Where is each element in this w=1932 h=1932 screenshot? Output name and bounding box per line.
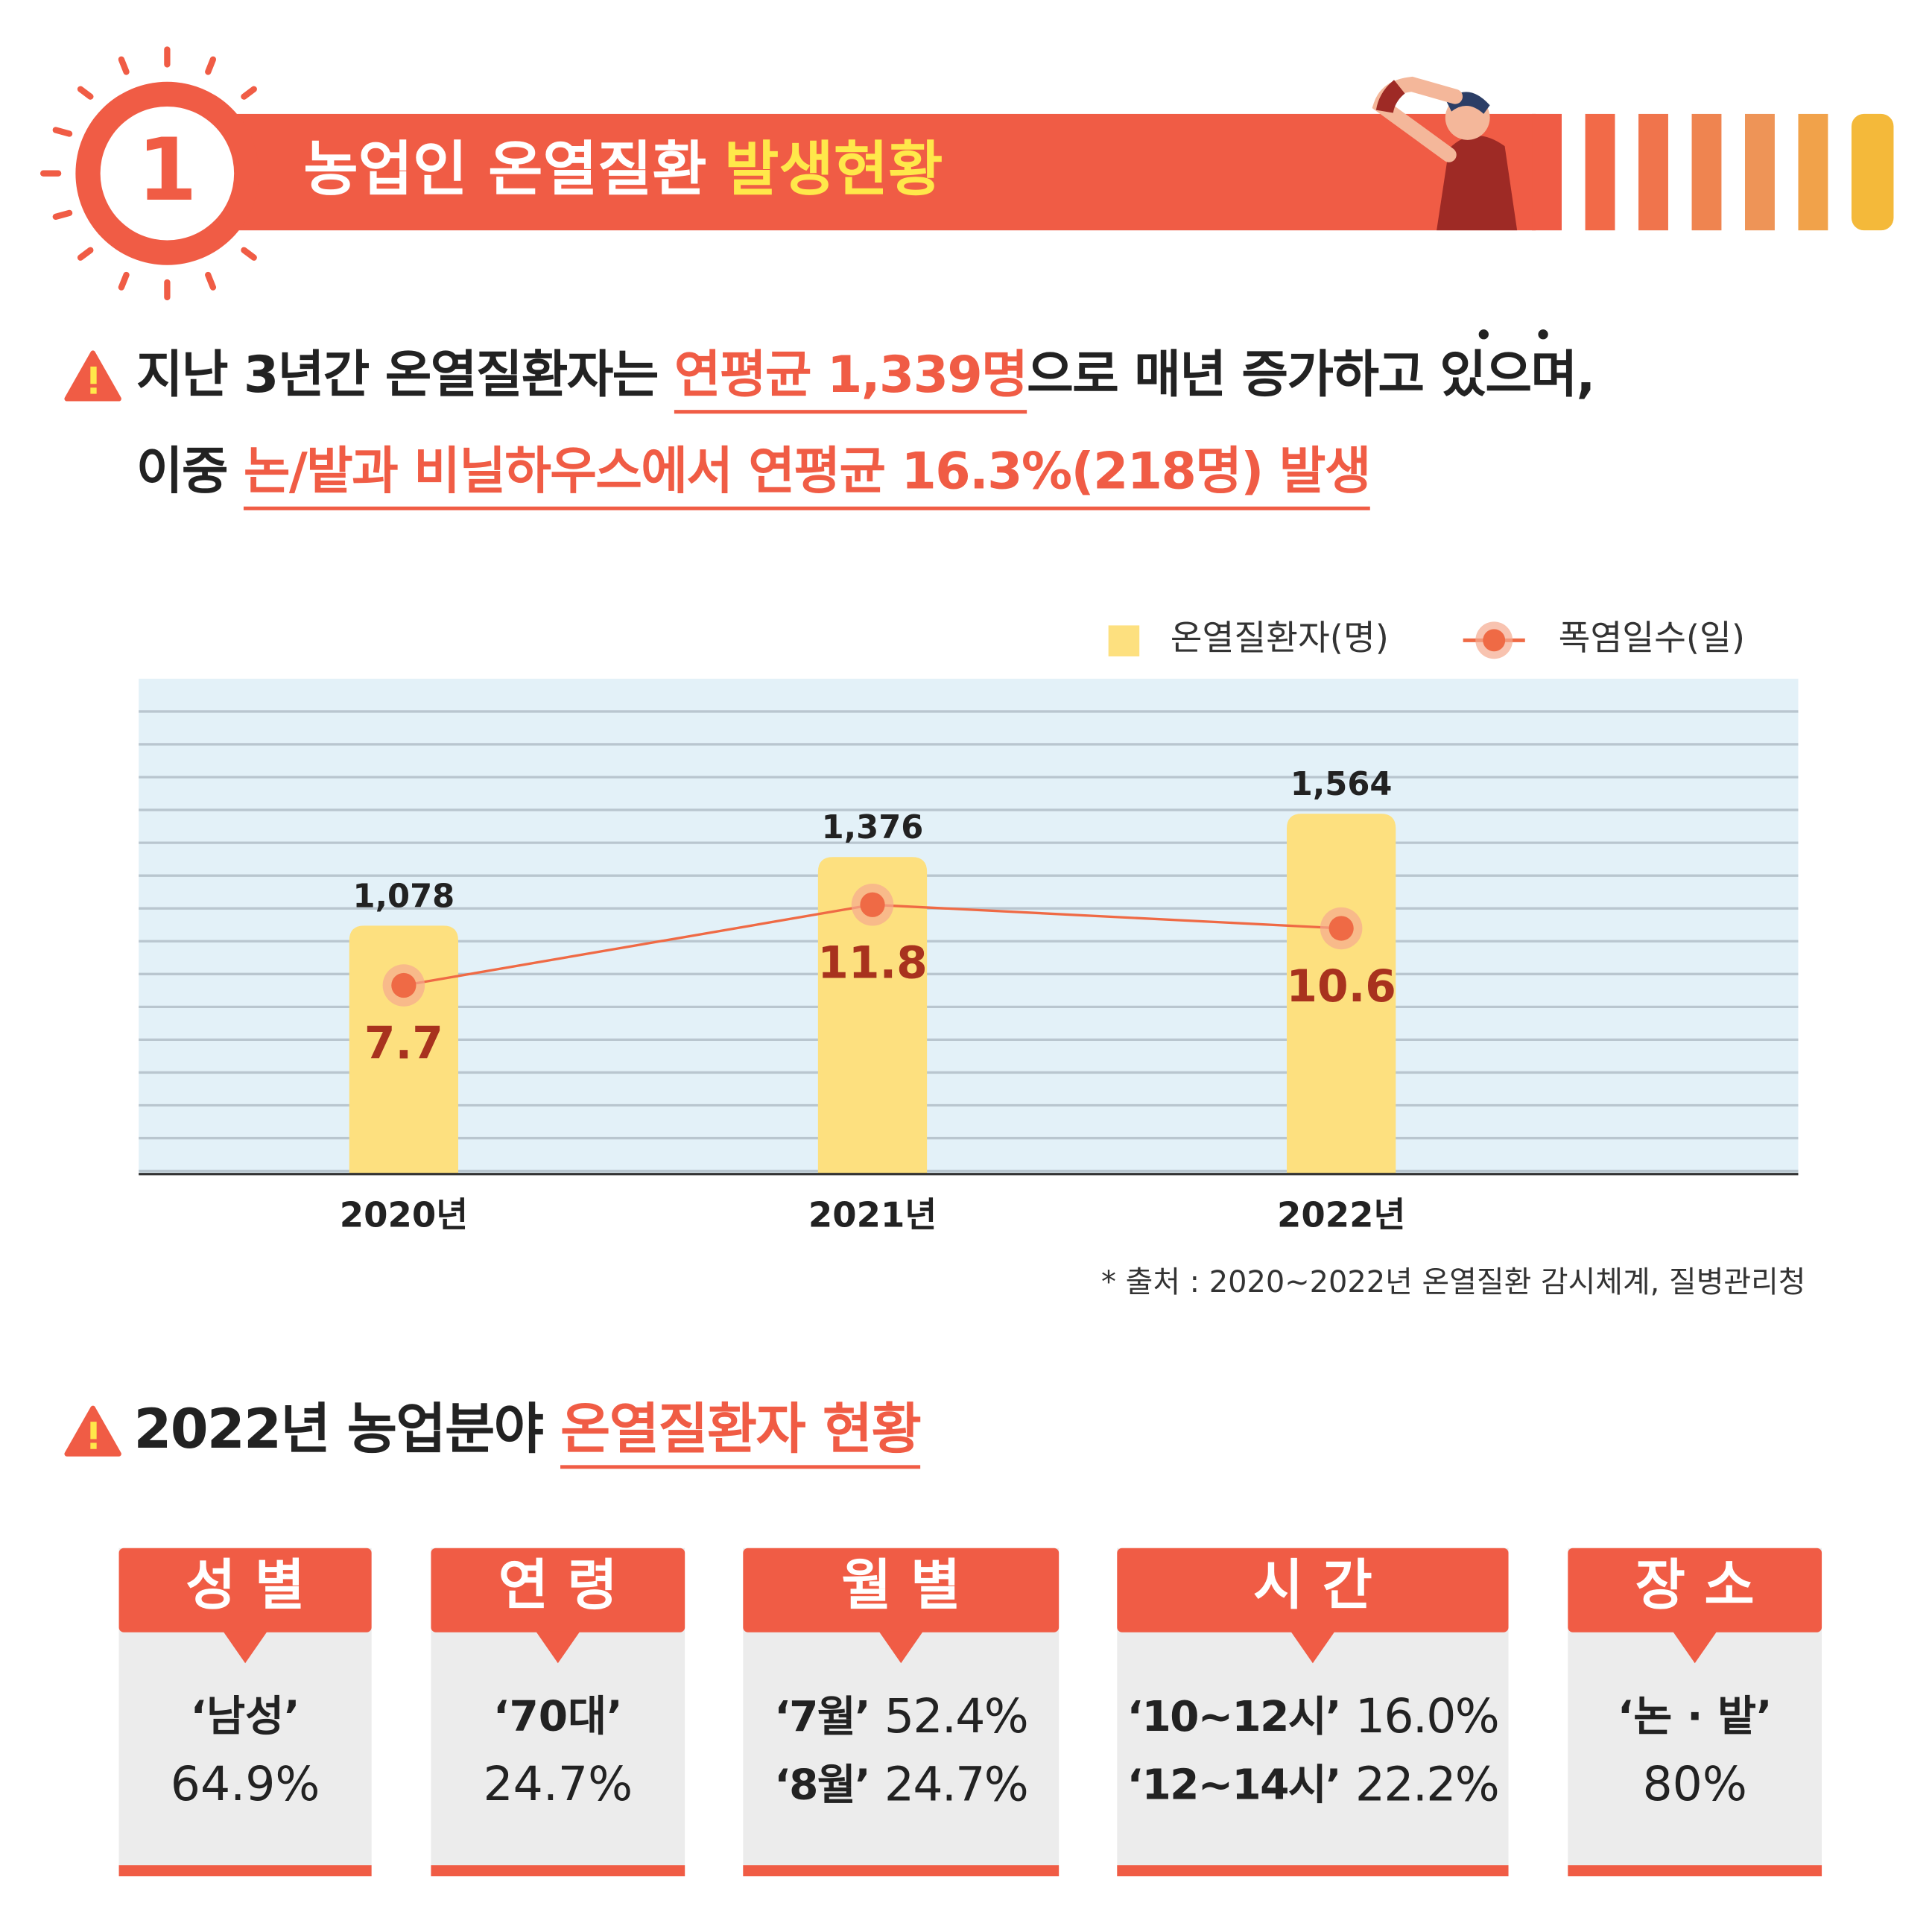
headline-text: 으로 매년 증가하고 있으며,: [1027, 346, 1594, 405]
headline-highlight: 연평균 1,339명: [674, 346, 1027, 405]
card-value: 22.2%: [1355, 1756, 1498, 1811]
headline: 이중 논/밭과 비닐하우스에서 연평균 16.3%(218명) 발생: [136, 442, 1370, 501]
card-header: [1117, 1548, 1509, 1632]
person-illustration: [1372, 76, 1518, 231]
x-tick-label: 2021년: [808, 1194, 937, 1235]
card-label: ‘8월’: [774, 1761, 870, 1809]
emphasis-dot: [1478, 329, 1489, 340]
highlight-underline: [560, 1465, 921, 1469]
card-header: [431, 1548, 685, 1632]
card-value: 64.9%: [171, 1756, 320, 1811]
card-label: ‘70대’: [493, 1693, 623, 1741]
card-header: [1568, 1548, 1822, 1632]
legend-swatch: [1483, 629, 1506, 652]
point-value-label: 10.6: [1286, 960, 1396, 1013]
point: [1328, 916, 1354, 941]
section-title-highlight: 온열질환자 현황: [560, 1398, 920, 1461]
card: 성 별 ‘남성’ 64.9%: [118, 1548, 372, 1877]
headline: 지난 3년간 온열질환자는 연평균 1,339명으로 매년 증가하고 있으며,: [136, 346, 1594, 405]
header-title-main: 농업인 온열질환: [303, 135, 706, 204]
point: [391, 972, 417, 998]
card-notch: [223, 1631, 268, 1664]
bar: [349, 925, 459, 1174]
bar-value-label: 1,564: [1290, 766, 1393, 803]
bar-value-label: 1,078: [353, 878, 455, 915]
section-title: 2022년 농업분야 온열질환자 현황: [134, 1398, 921, 1461]
card-label: ‘7월’: [774, 1693, 870, 1741]
card: 연 령 ‘70대’ 24.7%: [431, 1548, 685, 1877]
card: 월 별 ‘7월’ 52.4% ‘8월’ 24.7%: [743, 1548, 1060, 1877]
card: 시 간 ‘10~12시’ 16.0% ‘12~14시’ 22.2%: [1117, 1548, 1509, 1877]
card-footer: [1568, 1865, 1822, 1877]
section-title-text: 2022년 농업분야: [134, 1398, 561, 1461]
card-header: [743, 1548, 1060, 1632]
card-label: ‘남성’: [191, 1693, 300, 1741]
card-value: 52.4%: [884, 1688, 1027, 1743]
card-footer: [431, 1865, 685, 1877]
card-value: 24.7%: [884, 1756, 1027, 1811]
emphasis-dot: [1538, 329, 1548, 340]
header-decoration: [40, 46, 1894, 301]
card-value: 16.0%: [1355, 1688, 1498, 1743]
stripes: [1532, 113, 1894, 231]
card-notch: [878, 1631, 924, 1664]
x-tick-label: 2020년: [340, 1194, 468, 1235]
card-notch: [535, 1631, 580, 1664]
legend-label: 온열질환자(명): [1171, 618, 1389, 658]
card-row: ‘7월’ 52.4%: [774, 1688, 1027, 1743]
card-label: ‘10~12시’: [1127, 1693, 1340, 1741]
card-footer: [743, 1865, 1060, 1877]
header-title-highlight: 발생현황: [724, 135, 943, 204]
bar: [1287, 814, 1396, 1174]
header-banner: [161, 113, 1536, 231]
bar: [817, 857, 928, 1174]
source-note: * 출처 : 2020~2022년 온열질환 감시체계, 질병관리청: [1101, 1265, 1805, 1299]
point: [860, 892, 885, 917]
card-row: ‘12~14시’ 22.2%: [1127, 1756, 1498, 1811]
card-title: 월 별: [841, 1554, 960, 1618]
legend-swatch: [1108, 625, 1140, 656]
headline-highlight: 논/밭과 비닐하우스에서 연평균 16.3%(218명) 발생: [244, 442, 1370, 501]
card-row: ‘10~12시’ 16.0%: [1127, 1688, 1498, 1743]
card-footer: [1117, 1865, 1509, 1877]
card-label: ‘12~14시’: [1127, 1761, 1340, 1809]
cards: 성 별 ‘남성’ 64.9% 연 령 ‘70대’ 24.7% 월 별 ‘7월’ 52.4% ‘8월…: [118, 1548, 1822, 1877]
chart: 1,078 1,376 1,564 7.7 11.8 10.6 2020년 2021년 2022…: [139, 618, 1799, 1235]
sun-rays: [40, 46, 257, 301]
legend: 온열질환자(명) 폭염일수(일): [1108, 618, 1745, 659]
card-footer: [118, 1865, 372, 1877]
card-title: 성 별: [186, 1554, 305, 1618]
badge: [100, 106, 235, 241]
headline-text: 이중: [136, 442, 244, 501]
headline-text: 지난 3년간 온열질환자는: [136, 346, 674, 405]
card-notch: [1290, 1631, 1335, 1664]
warning-icon: [64, 1405, 121, 1457]
x-tick-label: 2022년: [1277, 1194, 1405, 1235]
card-title: 장 소: [1635, 1554, 1755, 1618]
warning-icon: [64, 350, 121, 402]
bar-value-label: 1,376: [822, 809, 924, 846]
card-notch: [1672, 1631, 1717, 1664]
card-value: 24.7%: [483, 1756, 633, 1811]
card-title: 연 령: [498, 1554, 618, 1618]
card-header: [118, 1548, 372, 1632]
section-number: 1: [137, 120, 197, 221]
card-row: ‘8월’ 24.7%: [774, 1756, 1027, 1811]
card-title: 시 간: [1253, 1554, 1372, 1618]
header-title: 농업인 온열질환 발생현황: [303, 135, 943, 204]
highlight-underline: [243, 506, 1370, 510]
point-value-label: 11.8: [817, 937, 928, 989]
highlight-underline: [674, 410, 1027, 414]
legend-label: 폭염일수(일): [1559, 618, 1745, 658]
card-value: 80%: [1643, 1756, 1747, 1811]
card: 장 소 ‘논 · 밭’ 80%: [1568, 1548, 1822, 1877]
card-label: ‘논 · 밭’: [1618, 1693, 1773, 1741]
point-value-label: 7.7: [364, 1018, 443, 1070]
